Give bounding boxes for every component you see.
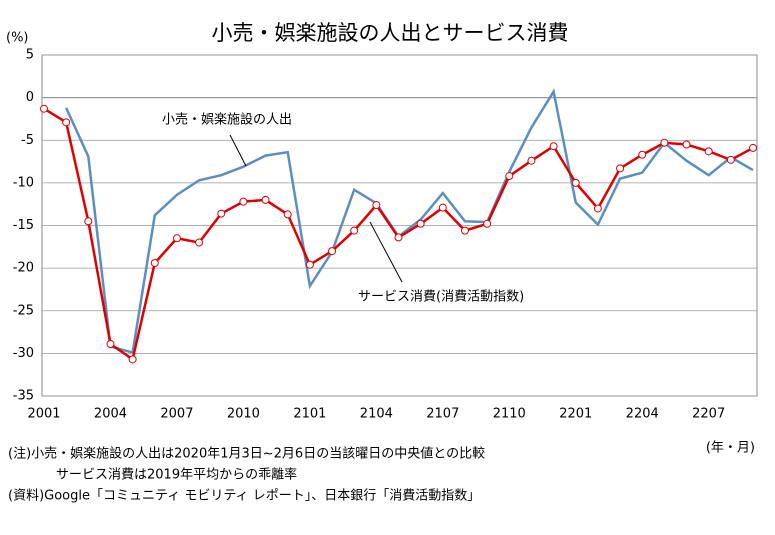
- point: [460, 226, 469, 235]
- series-label: サービス消費(消費活動指数): [358, 290, 524, 305]
- y-tick-label: -20: [13, 261, 34, 276]
- note: (資料)Google「コミュニティ モビリティ レポート」、日本銀行「消費活動指…: [8, 489, 480, 504]
- point: [372, 201, 381, 210]
- y-tick-label: -5: [21, 133, 34, 148]
- leader-line: [229, 134, 247, 167]
- point: [261, 195, 270, 204]
- point: [150, 259, 159, 268]
- x-tick-label: 2007: [160, 407, 193, 422]
- point: [571, 178, 580, 187]
- x-tick-label: 2204: [626, 407, 659, 422]
- point: [239, 197, 248, 206]
- leader-line: [369, 221, 403, 283]
- y-tick-label: -25: [13, 303, 34, 318]
- x-tick-label: 2110: [493, 407, 526, 422]
- point: [438, 203, 447, 212]
- point: [305, 260, 314, 269]
- x-tick-label: 2001: [27, 407, 60, 422]
- y-tick-label: 5: [26, 48, 34, 63]
- y-unit: (%): [6, 31, 29, 46]
- point: [40, 104, 48, 113]
- y-tick-label: -15: [13, 218, 34, 233]
- point: [328, 247, 337, 256]
- series-line: [65, 88, 754, 355]
- point: [549, 142, 558, 151]
- point: [195, 238, 204, 247]
- point: [704, 147, 713, 156]
- chart-title: 小売・娯楽施設の人出とサービス消費: [212, 21, 569, 45]
- y-tick-label: -30: [13, 346, 34, 361]
- point: [726, 155, 735, 164]
- x-tick-label: 2104: [360, 407, 393, 422]
- x-tick-label: 2201: [559, 407, 592, 422]
- point: [660, 138, 669, 147]
- y-tick-label: -10: [13, 175, 34, 190]
- point: [106, 339, 115, 348]
- x-tick-label: 2207: [692, 407, 725, 422]
- point: [483, 219, 492, 228]
- x-tick-label: 2004: [94, 407, 127, 422]
- point: [350, 226, 359, 235]
- point: [749, 143, 757, 152]
- point: [62, 118, 71, 127]
- series-label: 小売・娯楽施設の人出: [162, 112, 292, 128]
- y-tick-label: 0: [26, 90, 34, 105]
- point: [527, 156, 536, 165]
- point: [283, 210, 292, 219]
- point: [128, 355, 137, 364]
- point: [217, 209, 226, 218]
- x-tick-label: 2010: [227, 407, 260, 422]
- x-unit: (年・月): [706, 441, 755, 456]
- note: サービス消費は2019年平均からの乖離率: [56, 467, 297, 483]
- point: [394, 233, 403, 242]
- x-tick-label: 2101: [293, 407, 326, 422]
- point: [593, 204, 602, 213]
- point: [505, 172, 514, 181]
- y-tick-label: -35: [13, 389, 34, 404]
- note: (注)小売・娯楽施設の人出は2020年1月3日~2月6日の当該曜日の中央値との比…: [8, 446, 485, 462]
- point: [616, 164, 625, 173]
- point: [682, 140, 691, 149]
- x-tick-label: 2107: [426, 407, 459, 422]
- point: [638, 150, 647, 159]
- point: [172, 234, 181, 243]
- point: [84, 217, 93, 226]
- point: [416, 219, 425, 228]
